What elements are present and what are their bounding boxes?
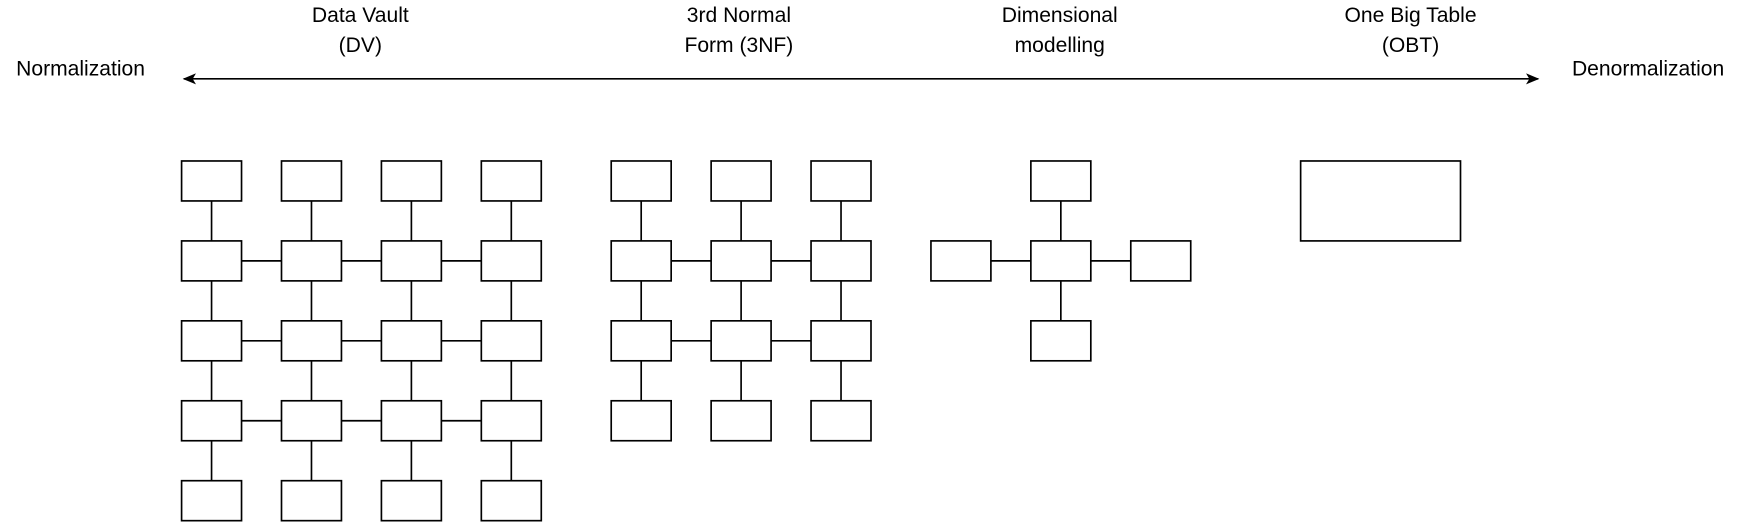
table-box <box>180 240 243 282</box>
table-box <box>380 160 443 202</box>
table-box <box>280 160 343 202</box>
table-box <box>610 160 673 202</box>
table-box <box>1030 160 1092 202</box>
table-box <box>610 240 673 282</box>
heading-line: (DV) <box>339 34 382 57</box>
table-box <box>180 399 243 442</box>
table-box <box>930 240 992 282</box>
table-box <box>280 399 343 442</box>
table-box <box>280 479 343 522</box>
table-box <box>810 399 872 442</box>
table-box <box>810 240 872 282</box>
table-box <box>380 399 443 442</box>
heading-line: Dimensional <box>1002 4 1118 27</box>
links <box>210 200 1131 481</box>
heading-line: (OBT) <box>1382 34 1439 57</box>
table-box <box>480 240 543 282</box>
table-box <box>610 399 673 442</box>
table-box <box>480 320 543 362</box>
table-box <box>710 320 772 362</box>
heading-line: modelling <box>1015 34 1105 57</box>
table-box <box>1030 320 1092 362</box>
table-box <box>180 320 243 362</box>
table-box <box>280 240 343 282</box>
table-box <box>1030 240 1092 282</box>
table-box <box>480 399 543 442</box>
boxes <box>180 160 1462 522</box>
heading-line: One Big Table <box>1345 4 1477 27</box>
table-box <box>710 160 772 202</box>
table-box <box>1299 160 1462 242</box>
table-box <box>610 320 673 362</box>
table-box <box>180 479 243 522</box>
heading-line: 3rd Normal <box>687 4 791 27</box>
table-box <box>180 160 243 202</box>
table-box <box>380 479 443 522</box>
heading-line: Data Vault <box>312 4 409 27</box>
table-box <box>480 160 543 202</box>
left-label: Normalization <box>16 58 145 81</box>
table-box <box>710 399 772 442</box>
table-box <box>810 160 872 202</box>
table-box <box>480 479 543 522</box>
table-box <box>280 320 343 362</box>
heading-line: Form (3NF) <box>684 34 793 57</box>
table-box <box>1129 240 1192 282</box>
table-box <box>380 320 443 362</box>
right-label: Denormalization <box>1572 58 1724 81</box>
table-box <box>380 240 443 282</box>
table-box <box>810 320 872 362</box>
table-box <box>710 240 772 282</box>
